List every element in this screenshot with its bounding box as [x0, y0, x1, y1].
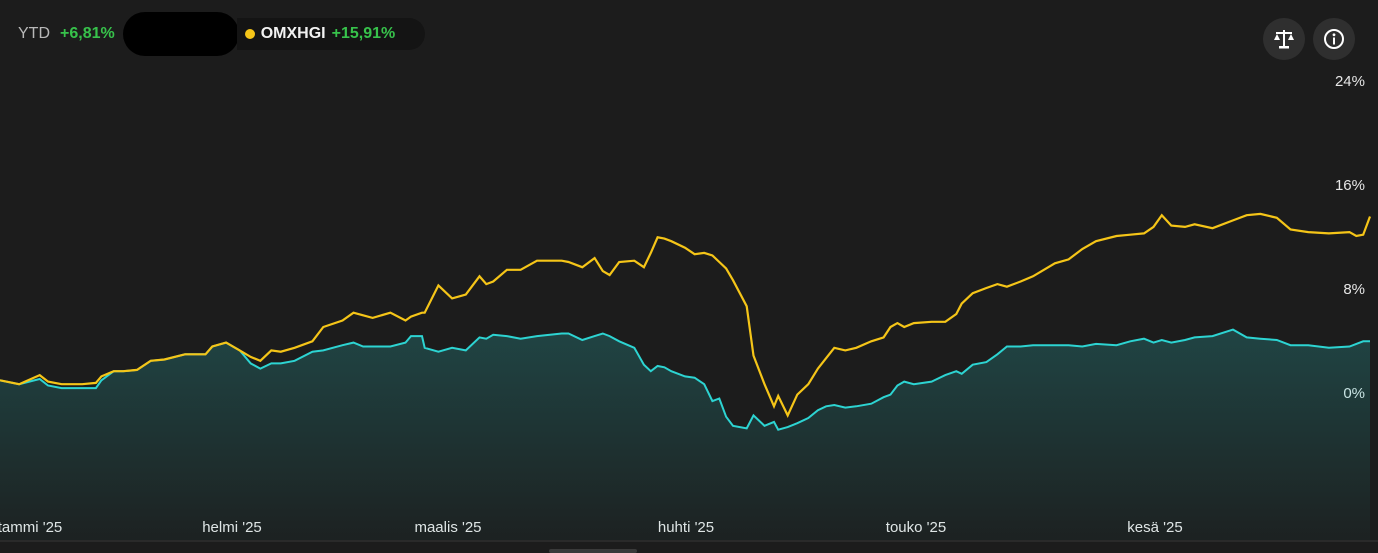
index-legend-pill[interactable]: OMXHGI +15,91% [236, 18, 426, 50]
index-name: OMXHGI [260, 25, 326, 42]
y-tick-label: 0% [1343, 385, 1365, 402]
x-tick-label: maalis '25 [414, 519, 481, 536]
ytd-label: YTD [18, 25, 50, 42]
stock-series-line [0, 328, 1370, 431]
y-tick-label: 16% [1335, 177, 1365, 194]
info-button[interactable] [1313, 18, 1355, 60]
index-series-line [0, 212, 1372, 418]
chart-legend: YTD +6,81% OMXHGI +15,91% [0, 12, 426, 56]
scales-icon [1274, 30, 1294, 49]
x-tick-label: tammi '25 [0, 519, 62, 536]
stock-area-fill [0, 329, 1370, 540]
compare-button[interactable] [1263, 18, 1305, 60]
ytd-value: +6,81% [60, 25, 115, 42]
scroll-handle[interactable] [549, 549, 637, 553]
index-value: +15,91% [331, 25, 396, 42]
y-tick-label: 24% [1335, 73, 1365, 90]
x-tick-label: kesä '25 [1127, 519, 1182, 536]
bottom-divider [0, 540, 1378, 542]
y-tick-label: 8% [1343, 281, 1365, 298]
x-tick-label: huhti '25 [658, 519, 714, 536]
x-tick-label: touko '25 [886, 519, 946, 536]
x-tick-label: helmi '25 [202, 519, 262, 536]
index-color-dot [244, 29, 255, 39]
info-icon [1324, 29, 1344, 49]
redacted-stock-name [122, 12, 239, 56]
